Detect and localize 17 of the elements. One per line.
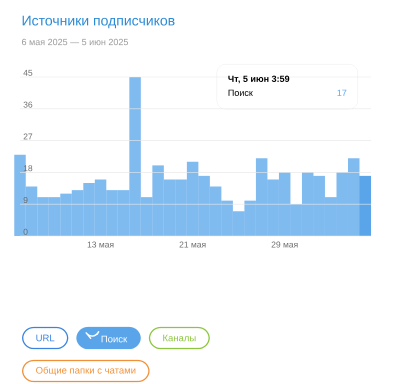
y-tick-label: 0 — [24, 228, 28, 235]
annotation: Чт, 5 июн 3:59 — [228, 76, 290, 84]
annotation: 17 — [337, 90, 346, 96]
chart-subtitle: 6 мая 2025 — 5 июн 2025 — [22, 38, 128, 46]
y-tick-label: 9 — [24, 196, 28, 203]
x-tick-label: 29 мая — [272, 242, 298, 248]
x-tick-label: 21 мая — [180, 242, 206, 248]
y-tick-label: 27 — [24, 133, 32, 140]
chart-title: Источники подписчиков — [22, 16, 175, 28]
legend-label: Каналы — [163, 334, 196, 342]
x-tick-label: 13 мая — [88, 242, 114, 248]
text: Поиск — [102, 336, 128, 342]
y-tick-label: 45 — [23, 70, 32, 76]
legend-label: Общие папки с чатами — [36, 366, 136, 376]
legend-label: URL — [36, 334, 54, 342]
y-tick-label: 36 — [24, 102, 32, 108]
text: Поиск — [228, 90, 253, 96]
